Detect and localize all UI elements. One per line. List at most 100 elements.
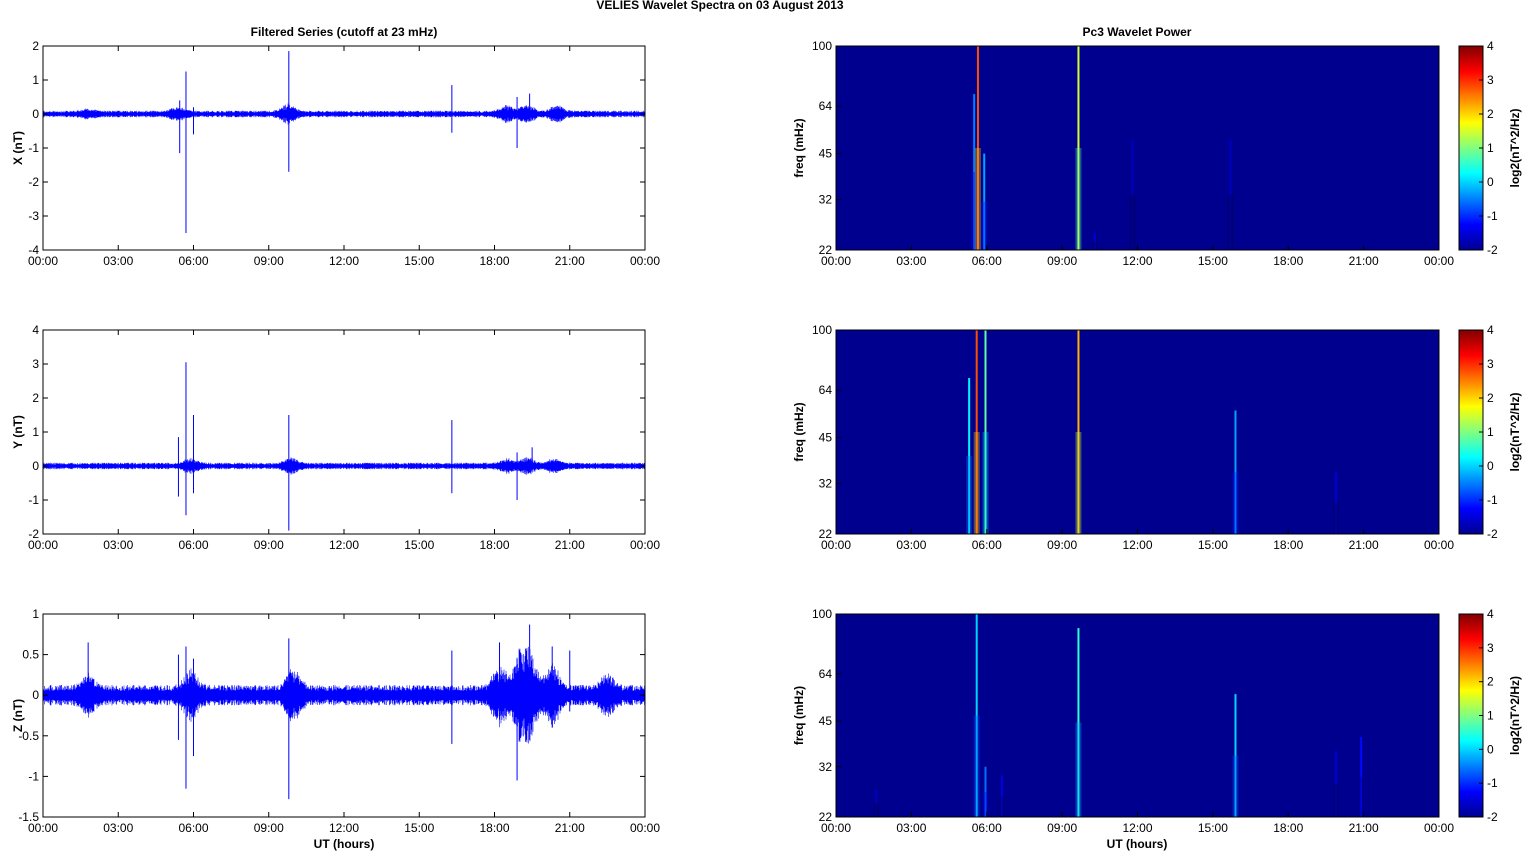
power-streak-4: [1077, 628, 1080, 817]
wavelet-background: [836, 330, 1439, 534]
xtick-label: 09:00: [254, 254, 284, 268]
xtick-label: 03:00: [103, 254, 133, 268]
power-streak-halo-5: [1232, 755, 1239, 817]
ytick-label: 32: [819, 193, 833, 207]
colorbar-tick-label: -1: [1487, 493, 1498, 507]
power-streak-halo-2: [982, 791, 989, 817]
xtick-label: 09:00: [1047, 821, 1077, 835]
series-trace-z: [42, 646, 646, 744]
ytick-label: 100: [812, 39, 832, 53]
right-column-title: Pc3 Wavelet Power: [1083, 25, 1192, 39]
power-streak-halo-4: [1232, 472, 1239, 534]
power-streak-halo-0: [873, 803, 880, 817]
plot-frame: [42, 329, 646, 535]
figure-suptitle: VELIES Wavelet Spectra on 03 August 2013: [596, 0, 844, 12]
power-streak-1: [976, 46, 979, 250]
colorbar-label: log2(nT^2/Hz): [1508, 676, 1522, 755]
xtick-label: 06:00: [972, 821, 1002, 835]
colorbar-tick-label: 3: [1487, 73, 1494, 87]
ytick-label: -1: [28, 493, 39, 507]
xtick-label: 15:00: [404, 538, 434, 552]
power-streak-halo-6: [1332, 783, 1339, 817]
power-streak-halo-1: [974, 148, 981, 250]
power-streak-0: [968, 378, 971, 534]
xtick-label: 00:00: [821, 538, 851, 552]
power-streak-3: [1000, 775, 1003, 817]
ytick-label: -2: [28, 175, 39, 189]
ytick-label: 45: [819, 431, 833, 445]
ytick-label: 0: [32, 688, 39, 702]
power-streak-7: [1360, 736, 1363, 817]
colorbar-tick-label: -2: [1487, 527, 1498, 541]
xtick-label: 18:00: [479, 254, 509, 268]
y-axis-label: freq (mHz): [792, 686, 806, 745]
xtick-label: 06:00: [178, 538, 208, 552]
ytick-label: 22: [819, 527, 833, 541]
ytick-label: 0.5: [22, 648, 39, 662]
xtick-label: 00:00: [821, 254, 851, 268]
xtick-label: 21:00: [555, 821, 585, 835]
power-streak-2: [983, 153, 986, 250]
power-streak-1: [975, 330, 978, 534]
ytick-label: 32: [819, 477, 833, 491]
ytick-label: 1: [32, 73, 39, 87]
colorbar-tick-label: 0: [1487, 459, 1494, 473]
ytick-label: 22: [819, 243, 833, 257]
colorbar-tick-label: 1: [1487, 425, 1494, 439]
xtick-label: 15:00: [404, 821, 434, 835]
power-streak-halo-1: [973, 432, 980, 534]
ytick-label: 2: [32, 39, 39, 53]
power-streak-4: [1093, 232, 1096, 250]
wavelet-background: [836, 46, 1439, 250]
colorbar-tick-label: -1: [1487, 776, 1498, 790]
power-streak-halo-7: [1358, 776, 1365, 817]
xtick-label: 18:00: [479, 821, 509, 835]
ytick-label: 1: [32, 607, 39, 621]
ytick-label: -0.5: [18, 729, 39, 743]
colorbar-tick-label: -2: [1487, 243, 1498, 257]
colorbar-tick-label: 3: [1487, 641, 1494, 655]
xtick-label: 09:00: [254, 538, 284, 552]
xtick-label: 15:00: [1198, 821, 1228, 835]
xtick-label: 15:00: [1198, 254, 1228, 268]
power-streak-5: [1234, 694, 1237, 817]
xtick-label: 09:00: [1047, 538, 1077, 552]
xtick-label: 09:00: [1047, 254, 1077, 268]
xtick-label: 00:00: [1424, 538, 1454, 552]
colorbar-tick-label: 0: [1487, 175, 1494, 189]
xtick-label: 09:00: [254, 821, 284, 835]
xtick-label: 18:00: [479, 538, 509, 552]
ytick-label: -1: [28, 769, 39, 783]
series-trace-x: [42, 103, 646, 125]
power-streak-halo-0: [971, 172, 978, 250]
xtick-label: 06:00: [178, 254, 208, 268]
colorbar-tick-label: -1: [1487, 209, 1498, 223]
colorbar-tick-label: 4: [1487, 607, 1494, 621]
power-streak-halo-3: [1075, 432, 1082, 534]
ytick-label: 3: [32, 357, 39, 371]
ytick-label: -1: [28, 141, 39, 155]
power-streak-2: [984, 330, 987, 534]
ytick-label: 100: [812, 323, 832, 337]
colorbar-tick-label: -2: [1487, 810, 1498, 824]
y-axis-label: freq (mHz): [792, 118, 806, 177]
xtick-label: 00:00: [28, 821, 58, 835]
power-streak-0: [973, 94, 976, 251]
xtick-label: 00:00: [1424, 254, 1454, 268]
power-streak-4: [1234, 410, 1237, 534]
xtick-label: 21:00: [555, 538, 585, 552]
y-axis-label: Z (nT): [11, 699, 25, 732]
right-xlabel: UT (hours): [1107, 837, 1168, 851]
xtick-label: 12:00: [329, 821, 359, 835]
power-streak-halo-4: [1075, 722, 1082, 817]
xtick-label: 15:00: [404, 254, 434, 268]
xtick-label: 03:00: [896, 538, 926, 552]
timeseries-panel-x: 210-1-2-3-400:00 03:00 06:00 09:00 12:00 15:0…: [11, 39, 660, 268]
power-streak-halo-2: [981, 201, 988, 250]
xtick-label: 12:00: [1122, 254, 1152, 268]
